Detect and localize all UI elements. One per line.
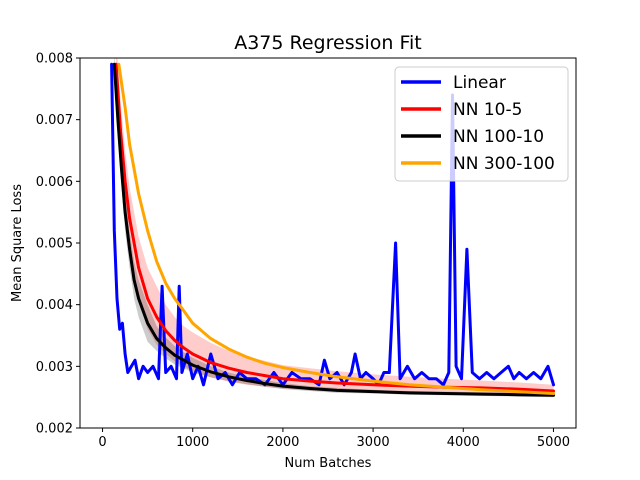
legend-frame — [394, 66, 569, 182]
legend-label-nn-300-100: NN 300-100 — [453, 154, 555, 174]
legend-label-nn-10-5: NN 10-5 — [453, 100, 522, 120]
x-tick-label: 1000 — [176, 435, 209, 450]
x-axis: 0 1000 2000 3000 4000 5000 — [98, 428, 570, 450]
y-tick-label: 0.003 — [36, 360, 73, 375]
x-tick-label: 0 — [98, 435, 106, 450]
series-line-linear — [110, 62, 555, 387]
series-line-nn-100-10 — [112, 62, 555, 397]
x-tick-label: 3000 — [357, 435, 390, 450]
y-tick-label: 0.005 — [36, 237, 73, 252]
series-line-nn-300-100 — [117, 62, 555, 395]
y-tick-label: 0.006 — [36, 175, 73, 190]
chart-title: A375 Regression Fit — [234, 32, 422, 54]
legend-label-nn-100-10: NN 100-10 — [453, 127, 544, 147]
legend-label-linear: Linear — [453, 73, 506, 93]
x-tick-label: 2000 — [266, 435, 299, 450]
y-axis: 0.002 0.003 0.004 0.005 0.006 0.007 0.008 — [36, 52, 80, 437]
x-tick-label: 4000 — [447, 435, 480, 450]
x-axis-label: Num Batches — [285, 456, 372, 471]
x-tick-label: 5000 — [537, 435, 570, 450]
legend: Linear NN 10-5 NN 100-10 NN 300-100 — [394, 66, 569, 182]
y-tick-label: 0.007 — [36, 113, 73, 128]
series-lines — [110, 62, 555, 397]
y-tick-label: 0.008 — [36, 52, 73, 67]
y-axis-label: Mean Square Loss — [10, 184, 25, 302]
y-tick-label: 0.002 — [36, 422, 73, 437]
y-tick-label: 0.004 — [36, 298, 73, 313]
